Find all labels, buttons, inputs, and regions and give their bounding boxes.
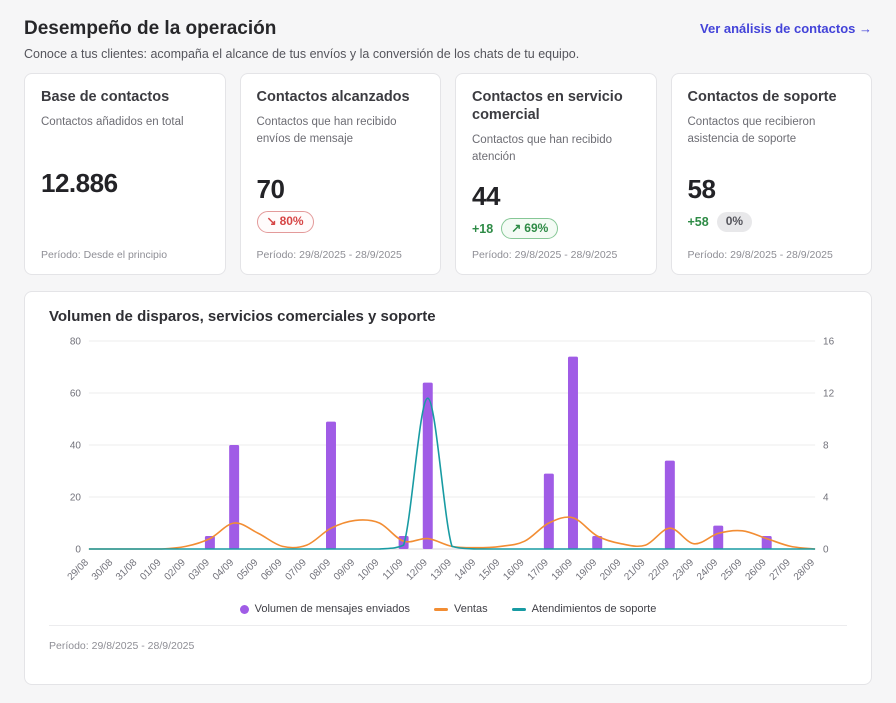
svg-text:02/09: 02/09 (162, 557, 188, 583)
svg-text:21/09: 21/09 (622, 557, 648, 583)
badge-percentage: 69% (524, 220, 549, 235)
svg-text:05/09: 05/09 (235, 557, 261, 583)
arrow-down-right-icon: ↘ (266, 214, 277, 229)
svg-text:16: 16 (823, 336, 835, 347)
trend-badge-negative: ↘ 80% (256, 211, 314, 234)
arrow-up-right-icon: ↗ (511, 220, 522, 235)
ventas-line-marker-icon (433, 607, 448, 611)
chart-footer: Período: 29/8/2025 - 28/9/2025 (49, 625, 847, 654)
card-value: 70 (256, 174, 285, 205)
page-subtitle: Conoce a tus clientes: acompaña el alcan… (24, 47, 580, 61)
badge-row: +58 0% (688, 210, 856, 234)
card-description: Contactos añadidos en total (41, 116, 184, 129)
svg-text:10/09: 10/09 (356, 557, 382, 583)
trend-badge-neutral: 0% (716, 212, 753, 233)
page-title: Desempeño de la operación (24, 18, 277, 39)
chart-card: Volumen de disparos, servicios comercial… (24, 291, 872, 685)
card-description: Contactos que recibieron asistencia de s… (687, 116, 816, 145)
card-value: 44 (472, 180, 500, 211)
svg-text:80: 80 (70, 336, 82, 347)
bar-series-marker-icon (239, 604, 249, 614)
svg-text:08/09: 08/09 (308, 557, 334, 583)
badge-row (41, 204, 209, 228)
stat-card-servicio-comercial: Contactos en servicio comercial Contacto… (455, 73, 657, 275)
legend-item-soporte[interactable]: Atendimientos de soporte (511, 603, 657, 615)
svg-text:12/09: 12/09 (404, 557, 430, 583)
stat-card-base-contactos: Base de contactos Contactos añadidos en … (24, 73, 226, 275)
svg-text:0: 0 (75, 544, 81, 555)
badge-row: +18 ↗ 69% (472, 217, 640, 241)
svg-text:18/09: 18/09 (550, 557, 576, 583)
card-period: Período: 29/8/2025 - 28/9/2025 (472, 249, 618, 261)
badge-row: ↘ 80% (256, 210, 425, 234)
svg-text:29/08: 29/08 (66, 557, 92, 583)
soporte-line-marker-icon (511, 607, 526, 611)
svg-text:09/09: 09/09 (332, 557, 358, 583)
stat-cards-row: Base de contactos Contactos añadidos en … (0, 73, 896, 275)
legend-item-mensajes[interactable]: Volumen de mensajes enviados (239, 603, 410, 615)
page-header: Desempeño de la operación Conoce a tus c… (0, 0, 896, 73)
card-title: Contactos en servicio comercial (472, 89, 623, 124)
legend-label: Ventas (453, 603, 488, 615)
svg-text:60: 60 (70, 388, 82, 399)
svg-text:20/09: 20/09 (598, 557, 624, 583)
svg-text:0: 0 (823, 544, 829, 555)
svg-text:20: 20 (70, 492, 82, 503)
chart-title: Volumen de disparos, servicios comercial… (49, 308, 436, 325)
svg-text:16/09: 16/09 (501, 557, 527, 583)
card-title: Contactos alcanzados (256, 89, 410, 105)
badge-percentage: 0% (725, 214, 744, 229)
card-description: Contactos que han recibido envíos de men… (256, 116, 397, 145)
legend-label: Atendimientos de soporte (531, 603, 657, 615)
svg-text:15/09: 15/09 (477, 557, 503, 583)
svg-text:06/09: 06/09 (259, 557, 285, 583)
svg-text:04/09: 04/09 (211, 557, 237, 583)
trend-badge-positive: ↗ 69% (501, 217, 559, 240)
svg-text:22/09: 22/09 (647, 557, 673, 583)
svg-text:25/09: 25/09 (719, 557, 745, 583)
card-title: Contactos de soporte (687, 89, 837, 105)
svg-text:26/09: 26/09 (743, 557, 769, 583)
svg-text:19/09: 19/09 (574, 557, 600, 583)
badge-percentage: 80% (279, 214, 304, 229)
svg-text:24/09: 24/09 (695, 557, 721, 583)
svg-text:28/09: 28/09 (792, 557, 818, 583)
svg-text:17/09: 17/09 (526, 557, 552, 583)
delta-value: +58 (687, 215, 709, 230)
card-value: 58 (687, 174, 716, 205)
svg-text:14/09: 14/09 (453, 557, 479, 583)
card-period: Período: Desde el principio (41, 249, 168, 261)
svg-text:23/09: 23/09 (671, 557, 697, 583)
svg-text:11/09: 11/09 (381, 557, 406, 582)
svg-text:01/09: 01/09 (138, 557, 164, 583)
combo-chart: 0 20 40 60 80 0 4 8 12 16 29/0830/0831/0801/0902/0… (66, 336, 835, 583)
svg-text:27/09: 27/09 (768, 557, 794, 583)
svg-text:8: 8 (823, 440, 829, 451)
svg-text:40: 40 (70, 440, 82, 451)
svg-text:13/09: 13/09 (429, 557, 455, 583)
svg-text:12: 12 (823, 388, 835, 399)
svg-text:30/08: 30/08 (90, 557, 116, 583)
card-value: 12.886 (41, 168, 118, 199)
svg-text:07/09: 07/09 (283, 557, 309, 583)
card-description: Contactos que han recibido atención (472, 134, 613, 163)
card-period: Período: 29/8/2025 - 28/9/2025 (256, 249, 402, 261)
svg-text:31/08: 31/08 (114, 557, 140, 583)
card-period: Período: 29/8/2025 - 28/9/2025 (687, 249, 833, 261)
chart-period: Período: 29/8/2025 - 28/9/2025 (49, 640, 195, 652)
svg-text:03/09: 03/09 (187, 557, 213, 583)
delta-value: +18 (472, 221, 494, 236)
stat-card-contactos-alcanzados: Contactos alcanzados Contactos que han r… (239, 73, 441, 275)
contacts-analysis-link[interactable]: Ver análisis de contactos → (700, 21, 872, 36)
legend-item-ventas[interactable]: Ventas (433, 603, 488, 615)
svg-text:4: 4 (823, 492, 829, 503)
stat-card-soporte: Contactos de soporte Contactos que recib… (670, 73, 872, 275)
card-title: Base de contactos (41, 89, 170, 105)
legend-label: Volumen de mensajes enviados (254, 603, 410, 615)
chart-legend: Volumen de mensajes enviados Ventas Aten… (49, 603, 847, 615)
header-text: Desempeño de la operación Conoce a tus c… (24, 18, 579, 61)
